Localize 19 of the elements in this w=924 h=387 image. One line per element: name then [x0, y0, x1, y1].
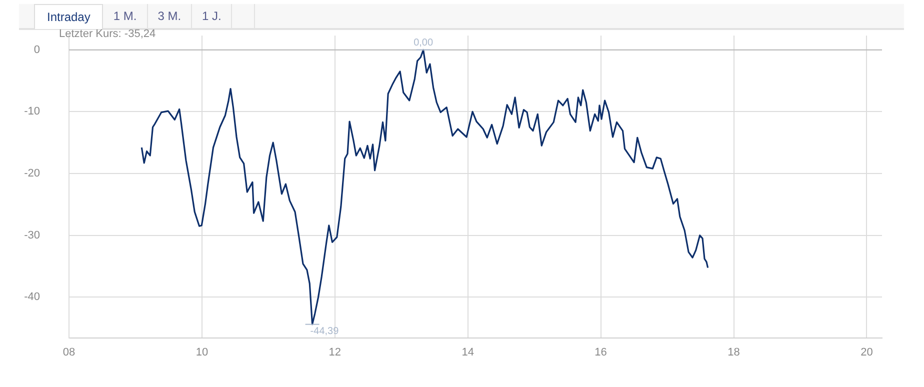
x-tick-label: 14 — [462, 346, 474, 359]
y-tick-label: 0 — [34, 44, 40, 56]
y-tick-label: -10 — [24, 106, 40, 118]
text: 3 M. — [148, 4, 192, 28]
annotation: -44,39 — [310, 326, 340, 338]
y-tick-label: -40 — [24, 291, 40, 304]
text: 1 J. — [192, 4, 232, 28]
annotation: 0,00 — [414, 38, 434, 49]
y-tick-label: -30 — [24, 229, 40, 242]
x-tick-label: 18 — [728, 346, 740, 359]
x-tick-label: 20 — [860, 346, 873, 359]
x-tick-label: 12 — [328, 346, 342, 359]
annotation: Letzter Kurs: -35,24 — [59, 28, 156, 40]
x-tick-label: 10 — [196, 346, 208, 359]
y-tick-label: -20 — [24, 168, 40, 180]
text: 1 M. — [103, 4, 148, 28]
text: Intraday — [34, 4, 104, 29]
x-tick-label: 16 — [594, 346, 607, 359]
x-tick-label: 08 — [62, 346, 76, 359]
